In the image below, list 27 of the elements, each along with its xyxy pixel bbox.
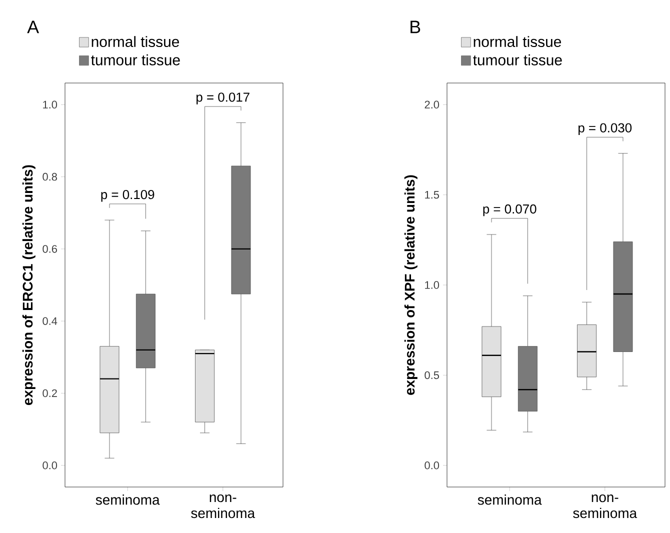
y-tick-label: 0.8 xyxy=(42,172,57,181)
chart-title: A xyxy=(27,20,40,34)
legend-label: tumour tissue xyxy=(91,54,180,66)
y-tick-label: 0.0 xyxy=(424,461,440,470)
y-tick-label: 2.0 xyxy=(424,100,440,109)
y-tick-label: 0.4 xyxy=(42,317,58,325)
x-tick-label: seminoma xyxy=(96,494,160,505)
y-tick-label: 0.6 xyxy=(42,245,57,253)
x-tick-label: non-seminoma xyxy=(573,494,638,518)
y-tick-label: 1.0 xyxy=(425,281,440,289)
y-tick-label: 0.5 xyxy=(424,371,440,380)
x-tick-label: seminoma xyxy=(478,494,542,505)
legend-label: normal tissue xyxy=(92,36,180,48)
x-tick-label: non-seminoma xyxy=(191,494,256,518)
y-tick-label: 0.0 xyxy=(42,461,58,470)
annotation: p = 0.017 xyxy=(196,92,250,104)
y-tick-label: 0.2 xyxy=(42,389,57,398)
annotation: p = 0.030 xyxy=(578,123,632,135)
chart-title: B xyxy=(410,20,420,34)
annotation: p = 0.109 xyxy=(101,190,154,202)
y-axis-title: expression of XPF (relative units) xyxy=(404,175,418,395)
y-axis-title: expression of ERCC1 (relative units) xyxy=(22,165,36,405)
y-tick-label: 1.0 xyxy=(43,100,58,109)
annotation: p = 0.070 xyxy=(483,204,536,216)
y-tick-label: 1.5 xyxy=(425,191,440,199)
legend-label: tumour tissue xyxy=(473,54,562,66)
legend-label: normal tissue xyxy=(474,36,562,48)
